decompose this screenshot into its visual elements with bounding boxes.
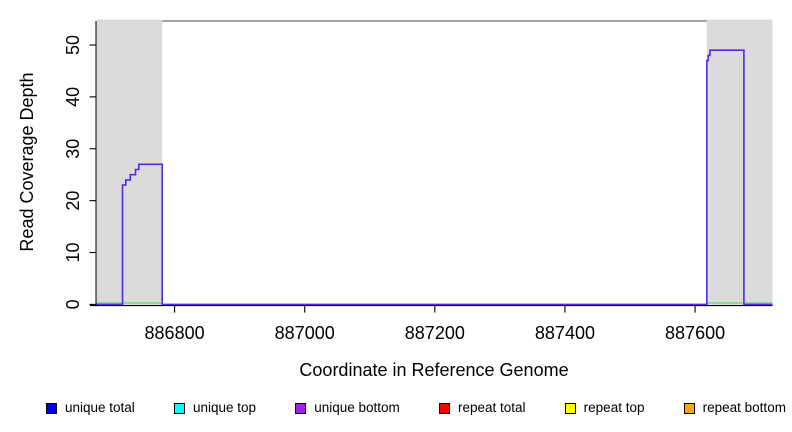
legend-label: unique top — [192, 400, 257, 416]
y-tick-label: 0 — [63, 299, 83, 309]
legend-label: unique bottom — [314, 400, 400, 416]
plot-canvas: 886800 887000 887200 887400 887600 0 10 20 30 40 5… — [17, 19, 773, 380]
x-axis-label: Coordinate in Reference Genome — [299, 360, 568, 380]
legend-item: repeat top — [564, 400, 645, 416]
coverage-line — [96, 49, 773, 306]
legend-swatch — [564, 402, 576, 414]
masked-region — [96, 19, 163, 305]
legend-label: repeat top — [583, 400, 645, 416]
legend-item: unique total — [46, 401, 135, 415]
legend-swatch — [438, 402, 450, 414]
legend-label: repeat bottom — [702, 400, 786, 416]
legend-item: unique top — [173, 400, 257, 416]
legend: unique total unique top unique bottom repea… — [46, 398, 786, 418]
legend-swatch — [173, 402, 185, 414]
legend-label: repeat total — [457, 400, 526, 416]
x-tick-label: 887400 — [535, 323, 595, 343]
legend-label: unique total — [65, 400, 135, 416]
plot-layers: 886800 887000 887200 887400 887600 0 10 20 30 40 5… — [63, 19, 773, 343]
masked-region — [706, 19, 773, 305]
x-tick-label: 887200 — [405, 323, 465, 343]
legend-swatch — [295, 402, 307, 414]
legend-item: repeat bottom — [683, 400, 786, 416]
y-tick-label: 50 — [63, 35, 83, 55]
y-tick-label: 20 — [63, 191, 83, 211]
y-axis-label: Read Coverage Depth — [17, 72, 37, 251]
y-tick-label: 40 — [63, 87, 83, 107]
x-tick-label: 887000 — [275, 323, 335, 343]
legend-swatch — [46, 402, 57, 414]
legend-item: repeat total — [438, 400, 526, 416]
y-tick-label: 30 — [63, 139, 83, 159]
x-tick-label: 887600 — [665, 323, 725, 343]
x-tick-label: 886800 — [145, 323, 205, 343]
legend-swatch — [683, 402, 695, 414]
legend-item: unique bottom — [295, 401, 400, 415]
y-tick-label: 10 — [63, 243, 83, 263]
